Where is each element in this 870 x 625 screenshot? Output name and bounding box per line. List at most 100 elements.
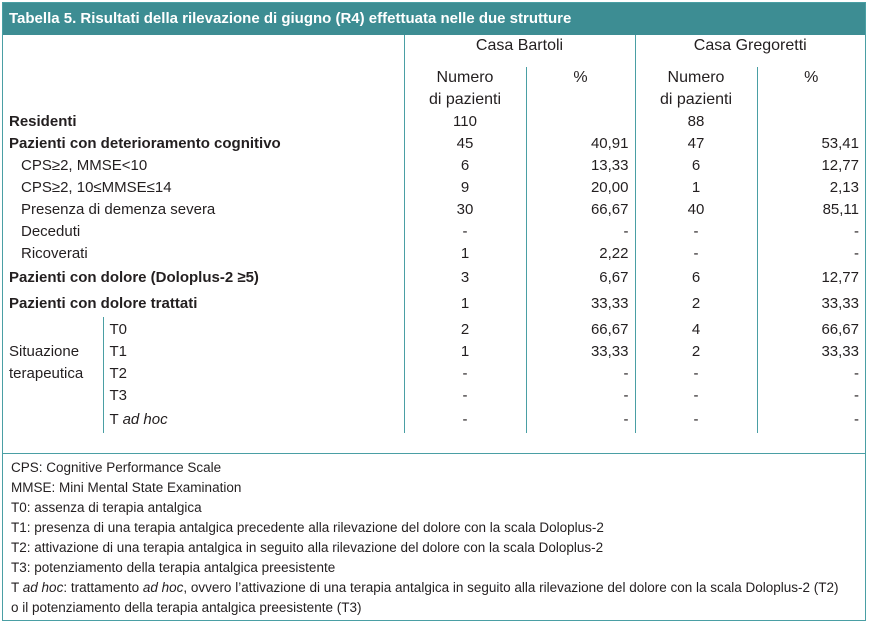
title-prefix: Tabella 5. — [9, 10, 77, 27]
table-row: Deceduti - - - - — [3, 221, 865, 243]
cell-value: 20,00 — [525, 177, 635, 199]
cell-value: - — [756, 221, 865, 243]
cell-value: 6 — [403, 155, 526, 177]
results-table: Casa Bartoli Casa Gregoretti Numero di pa… — [3, 35, 865, 433]
cell-value: - — [634, 407, 757, 433]
cell-value: 45 — [403, 133, 526, 155]
col-header-percent-bartoli: % — [525, 67, 635, 111]
table-row: Pazienti con dolore trattati 1 33,33 2 3… — [3, 291, 865, 317]
cell-value: - — [403, 385, 526, 407]
col-header-numero-gregoretti: Numero di pazienti — [634, 67, 757, 111]
cell-value: 110 — [403, 111, 526, 133]
footnote: T ad hoc: trattamento ad hoc, ovvero l’a… — [11, 580, 839, 595]
row-label: T ad hoc — [102, 407, 404, 433]
table-row: Pazienti con deterioramento cognitivo 45… — [3, 133, 865, 155]
cell-value: - — [403, 363, 526, 385]
cell-value: 12,77 — [756, 265, 865, 291]
cell-value: 40 — [634, 199, 757, 221]
cell-value: 88 — [634, 111, 757, 133]
cell-value: 6 — [634, 155, 757, 177]
footnote: T3: potenziamento della terapia antalgic… — [11, 560, 336, 575]
cell-value — [756, 111, 865, 133]
cell-value: 33,33 — [525, 341, 635, 363]
cell-value: 47 — [634, 133, 757, 155]
cell-value: 53,41 — [756, 133, 865, 155]
cell-value: - — [525, 407, 635, 433]
row-label: Residenti — [9, 113, 77, 130]
cell-value: 4 — [634, 317, 757, 341]
row-label: CPS≥2, MMSE<10 — [21, 157, 148, 174]
group-casa-bartoli: Casa Bartoli — [403, 35, 635, 67]
row-label: T1 — [102, 341, 404, 363]
cell-value: 2,22 — [525, 243, 635, 265]
footnote: CPS: Cognitive Performance Scale — [11, 460, 222, 475]
cell-value: 9 — [403, 177, 526, 199]
cell-value: 40,91 — [525, 133, 635, 155]
cell-value: 13,33 — [525, 155, 635, 177]
row-label: T0 — [102, 317, 404, 341]
table-row: T3 - - - - — [3, 385, 865, 407]
cell-value: - — [756, 385, 865, 407]
row-label: Deceduti — [21, 223, 81, 240]
cell-value: 2 — [403, 317, 526, 341]
col-header-percent-gregoretti: % — [756, 67, 865, 111]
group-casa-gregoretti: Casa Gregoretti — [634, 35, 865, 67]
group-header-row: Casa Bartoli Casa Gregoretti — [3, 35, 865, 67]
cell-value: 33,33 — [756, 291, 865, 317]
row-label: Pazienti con dolore (Doloplus-2 ≥5) — [9, 269, 259, 286]
cell-value: - — [756, 243, 865, 265]
footnote: T1: presenza di una terapia antalgica pr… — [11, 520, 604, 535]
cell-value — [525, 111, 635, 133]
table-row: T ad hoc - - - - — [3, 407, 865, 433]
footnote: T0: assenza di terapia antalgica — [11, 500, 202, 515]
row-label: Presenza di demenza severa — [21, 201, 216, 218]
table-row: T1 1 33,33 2 33,33 — [3, 341, 865, 363]
cell-value: - — [403, 407, 526, 433]
table-row: T2 - - - - — [3, 363, 865, 385]
cell-value: 66,67 — [756, 317, 865, 341]
row-label: T2 — [102, 363, 404, 385]
footnote: MMSE: Mini Mental State Examination — [11, 480, 242, 495]
cell-value: 1 — [403, 243, 526, 265]
cell-value: 33,33 — [756, 341, 865, 363]
table-row: CPS≥2, MMSE<10 6 13,33 6 12,77 — [3, 155, 865, 177]
cell-value: - — [634, 243, 757, 265]
cell-value: 1 — [403, 341, 526, 363]
cell-value: 66,67 — [525, 317, 635, 341]
cell-value: 2,13 — [756, 177, 865, 199]
cell-value: 12,77 — [756, 155, 865, 177]
cell-value: - — [525, 385, 635, 407]
cell-value: 33,33 — [525, 291, 635, 317]
table-row: CPS≥2, 10≤MMSE≤14 9 20,00 1 2,13 — [3, 177, 865, 199]
cell-value: - — [525, 221, 635, 243]
cell-value: 2 — [634, 291, 757, 317]
table-row: Residenti 110 88 — [3, 111, 865, 133]
cell-value: - — [756, 363, 865, 385]
cell-value: - — [634, 221, 757, 243]
cell-value: 30 — [403, 199, 526, 221]
cell-value: 85,11 — [756, 199, 865, 221]
cell-value: - — [634, 363, 757, 385]
table-title: Tabella 5. Risultati della rilevazione d… — [3, 3, 865, 35]
subheader-row: Numero di pazienti % Numero di pazienti % — [3, 67, 865, 111]
cell-value: 6,67 — [525, 265, 635, 291]
cell-value: 66,67 — [525, 199, 635, 221]
cell-value: 1 — [634, 177, 757, 199]
table-footnotes: CPS: Cognitive Performance Scale MMSE: M… — [3, 453, 865, 622]
row-label: T3 — [102, 385, 404, 407]
row-label: Pazienti con deterioramento cognitivo — [9, 135, 281, 152]
row-label: CPS≥2, 10≤MMSE≤14 — [21, 179, 172, 196]
table-row: Presenza di demenza severa 30 66,67 40 8… — [3, 199, 865, 221]
row-label: Pazienti con dolore trattati — [9, 295, 198, 312]
cell-value: - — [756, 407, 865, 433]
cell-value: - — [525, 363, 635, 385]
cell-value: - — [634, 385, 757, 407]
table-row: Situazione terapeutica T0 2 66,67 4 66,67 — [3, 317, 865, 382]
col-header-numero-bartoli: Numero di pazienti — [403, 67, 526, 111]
table-row: Pazienti con dolore (Doloplus-2 ≥5) 3 6,… — [3, 265, 865, 291]
situazione-terapeutica-label: Situazione terapeutica — [9, 343, 84, 382]
footnote: T2: attivazione di una terapia antalgica… — [11, 540, 604, 555]
cell-value: 2 — [634, 341, 757, 363]
cell-value: - — [403, 221, 526, 243]
